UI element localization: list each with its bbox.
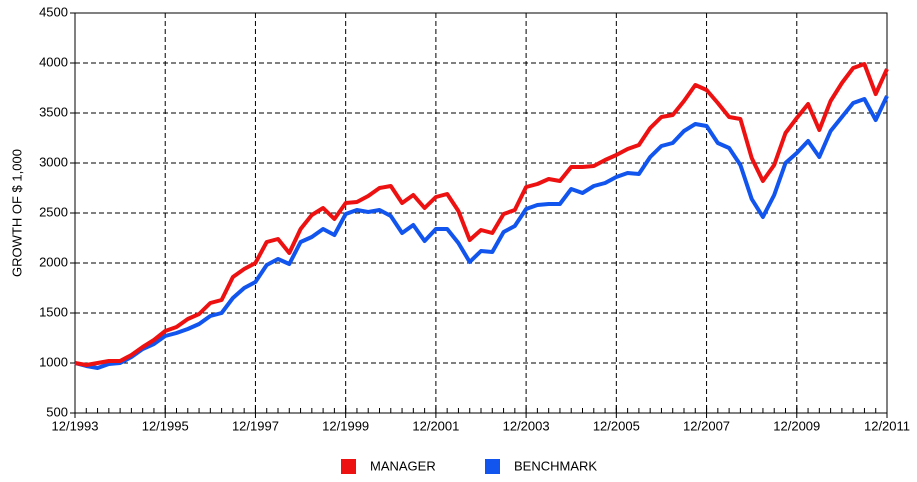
y-tick-label: 500 [46, 404, 68, 419]
x-tick-label: 12/1997 [232, 418, 279, 433]
y-tick-label: 2000 [39, 254, 68, 269]
legend-swatch [485, 459, 500, 474]
x-tick-label: 12/1999 [322, 418, 369, 433]
y-tick-label: 1000 [39, 354, 68, 369]
y-tick-label: 4000 [39, 54, 68, 69]
x-tick-label: 12/2007 [683, 418, 730, 433]
x-tick-label: 12/2005 [593, 418, 640, 433]
legend-label: MANAGER [370, 458, 436, 473]
legend-swatch [341, 459, 356, 474]
x-tick-label: 12/2003 [503, 418, 550, 433]
series-line [74, 62, 889, 367]
y-tick-label: 2500 [39, 204, 68, 219]
y-tick-label: 4500 [39, 4, 68, 19]
plot-frame [74, 12, 888, 414]
series-line [74, 95, 889, 370]
x-tick-label: 12/1995 [142, 418, 189, 433]
x-tick-label: 12/2011 [864, 418, 910, 433]
legend-label: BENCHMARK [514, 458, 597, 473]
x-tick-label: 12/2009 [773, 418, 820, 433]
y-axis-label: GROWTH OF $ 1,000 [9, 149, 24, 277]
x-tick-label: 12/2001 [412, 418, 459, 433]
y-tick-label: 3500 [39, 104, 68, 119]
y-tick-label: 1500 [39, 304, 68, 319]
y-tick-label: 3000 [39, 154, 68, 169]
x-tick-label: 12/1993 [52, 418, 99, 433]
